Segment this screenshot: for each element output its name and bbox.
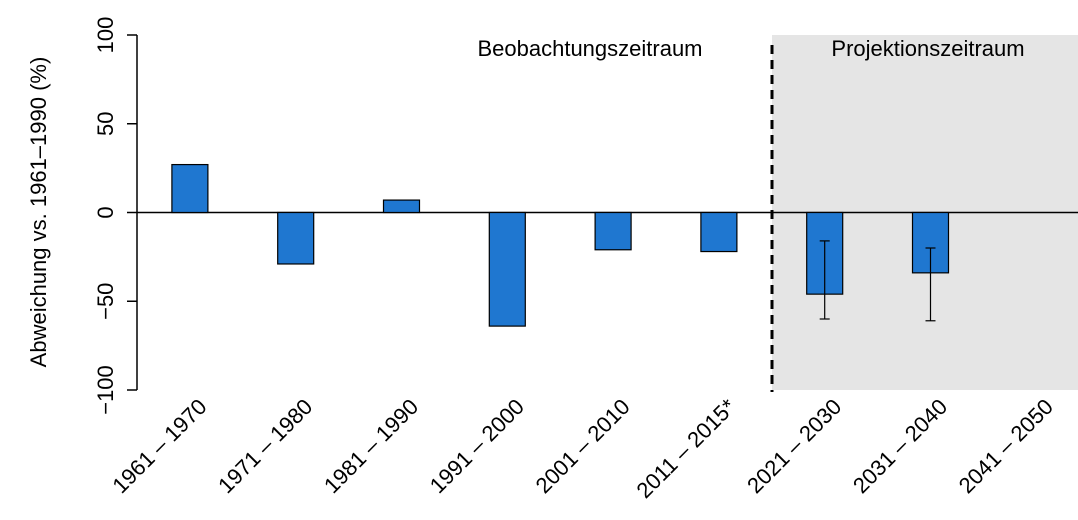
bar: [382, 199, 421, 214]
y-axis-label: Abweichung vs. 1961–1990 (%): [26, 57, 51, 368]
bar: [488, 211, 526, 327]
annotation: Beobachtungszeitraum: [477, 36, 702, 61]
x-tick-label: 1971 – 1980: [213, 394, 317, 498]
x-tick-label: 2001 – 2010: [531, 394, 635, 498]
y-tick-label: 0: [93, 206, 118, 218]
x-tick-label: 1991 – 2000: [425, 394, 529, 498]
y-tick-label: 100: [93, 17, 118, 54]
x-tick-label: 1961 – 1970: [107, 394, 211, 498]
bar: [171, 163, 209, 214]
x-tick-label: 2021 – 2030: [742, 394, 846, 498]
x-tick-label: 2011 – 2015*: [631, 394, 740, 503]
x-tick-label: 2041 – 2050: [954, 394, 1058, 498]
annotation: Projektionszeitraum: [831, 36, 1024, 61]
x-tick-label: 1981 – 1990: [319, 394, 423, 498]
bar: [277, 211, 315, 265]
y-tick-label: −100: [93, 365, 118, 415]
bar: [700, 211, 738, 253]
y-tick-label: 50: [93, 112, 118, 136]
y-tick-label: −50: [93, 283, 118, 320]
x-tick-label: 2031 – 2040: [848, 394, 952, 498]
bar: [594, 211, 632, 251]
